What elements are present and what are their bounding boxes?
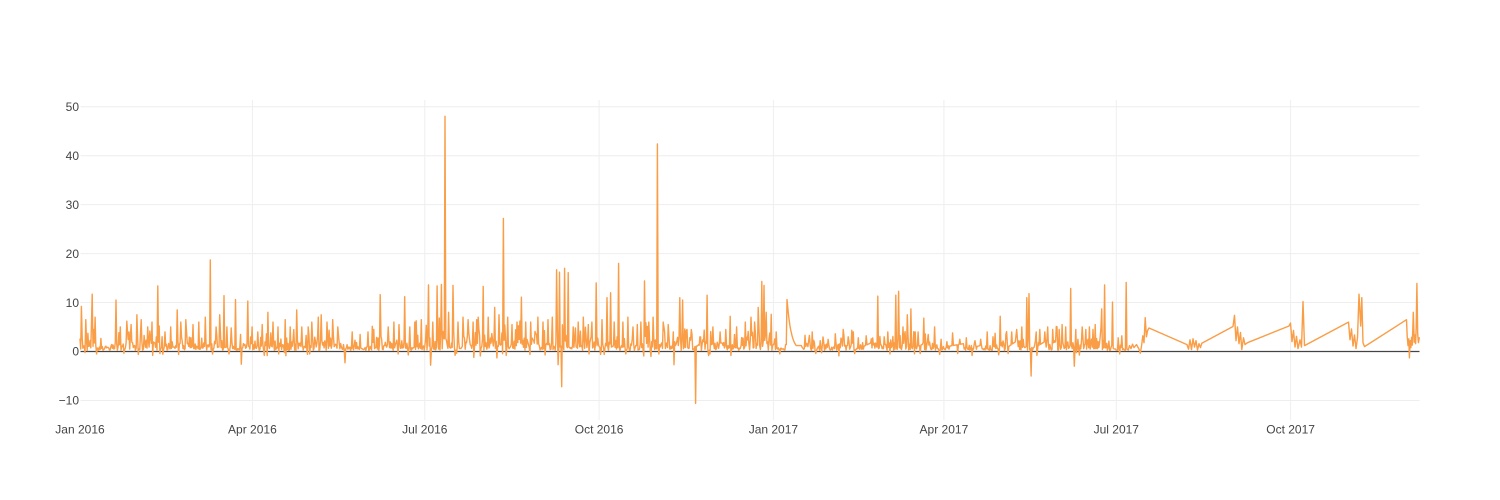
svg-text:Jan 2017: Jan 2017: [749, 423, 799, 437]
svg-text:20: 20: [66, 247, 80, 261]
svg-text:10: 10: [66, 296, 80, 310]
svg-text:Jul 2016: Jul 2016: [402, 423, 448, 437]
svg-text:Apr 2016: Apr 2016: [228, 423, 277, 437]
svg-text:Oct 2016: Oct 2016: [575, 423, 624, 437]
svg-text:−10: −10: [59, 394, 80, 408]
svg-text:50: 50: [66, 100, 80, 114]
svg-text:Oct 2017: Oct 2017: [1266, 423, 1315, 437]
svg-text:Jul 2017: Jul 2017: [1094, 423, 1140, 437]
svg-text:Jan 2016: Jan 2016: [55, 423, 105, 437]
svg-text:Apr 2017: Apr 2017: [920, 423, 969, 437]
svg-text:40: 40: [66, 149, 80, 163]
svg-text:0: 0: [72, 345, 79, 359]
svg-text:30: 30: [66, 198, 80, 212]
